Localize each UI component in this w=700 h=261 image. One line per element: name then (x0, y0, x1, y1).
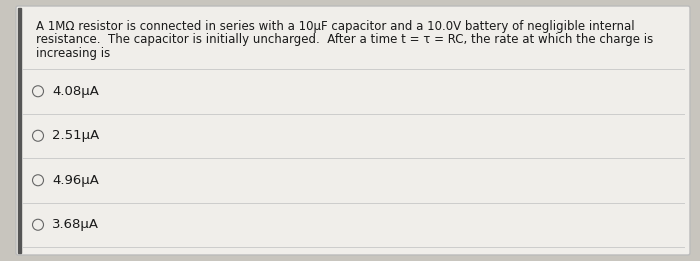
Text: 3.68μA: 3.68μA (52, 218, 99, 231)
Text: 4.08μA: 4.08μA (52, 85, 99, 98)
Text: 4.96μA: 4.96μA (52, 174, 99, 187)
Text: 2.51μA: 2.51μA (52, 129, 99, 142)
Bar (18, 8, 21, 253)
Text: increasing is: increasing is (36, 47, 111, 60)
Text: A 1MΩ resistor is connected in series with a 10μF capacitor and a 10.0V battery : A 1MΩ resistor is connected in series wi… (36, 20, 635, 33)
Text: resistance.  The capacitor is initially uncharged.  After a time t = τ = RC, the: resistance. The capacitor is initially u… (36, 33, 653, 46)
FancyBboxPatch shape (16, 6, 690, 255)
